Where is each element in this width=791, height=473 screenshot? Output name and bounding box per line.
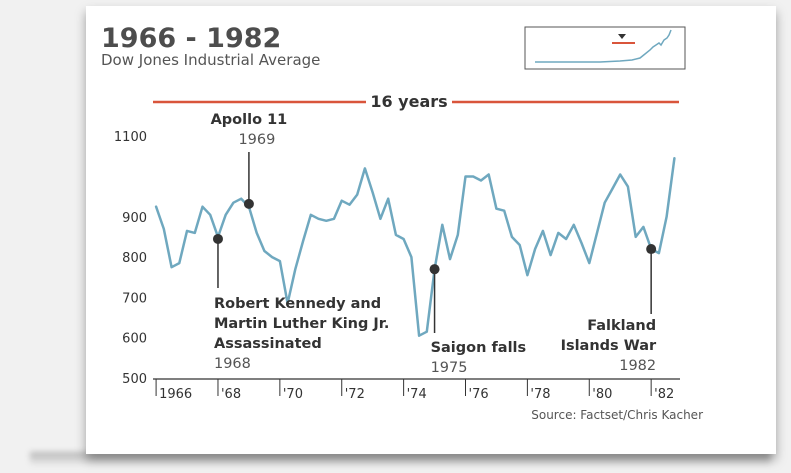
y-tick-label: 700 — [122, 291, 147, 306]
annotation-year: 1975 — [431, 360, 468, 376]
y-tick-label: 900 — [122, 211, 147, 226]
series-layer — [154, 157, 676, 337]
annotation-title: Assassinated — [214, 336, 322, 352]
annotation-marker — [429, 264, 440, 275]
annotation-marker — [646, 244, 657, 255]
x-tick-label: '68 — [221, 387, 241, 402]
source-label: Source: Factset/Chris Kacher — [531, 408, 703, 422]
annotation-marker — [243, 198, 254, 209]
y-axis: 500 600 700 800 900 1100 — [114, 130, 147, 387]
x-tick-label: '82 — [654, 387, 674, 402]
x-axis: 1966 '68 '70 '72 '74 '76 '78 '80 '82 — [153, 378, 680, 402]
annotation-title: Islands War — [561, 338, 657, 354]
y-tick-label: 600 — [122, 332, 147, 347]
annotation-title: Martin Luther King Jr. — [214, 316, 389, 332]
thumbnail-inset — [524, 26, 686, 70]
series-line-0 — [154, 157, 676, 337]
thumbnail-line — [535, 29, 672, 63]
x-tick-label: '72 — [345, 387, 365, 402]
annotation-1969: Apollo 11 1969 — [211, 112, 288, 209]
annotation-1968: Robert Kennedy and Martin Luther King Jr.… — [212, 233, 389, 372]
annotation-title: Saigon falls — [431, 340, 527, 356]
annotation-title: Robert Kennedy and — [214, 296, 381, 312]
annotation-layer: Robert Kennedy and Martin Luther King Jr.… — [211, 112, 657, 376]
y-tick-label: 800 — [122, 251, 147, 266]
annotation-year: 1969 — [238, 132, 275, 148]
y-tick-label: 500 — [122, 372, 147, 387]
thumbnail-pointer-icon — [618, 34, 626, 39]
annotation-title: Apollo 11 — [211, 112, 288, 128]
x-tick-label: '76 — [469, 387, 489, 402]
annotation-title: Falkland — [587, 318, 656, 334]
x-tick-label: '70 — [283, 387, 303, 402]
annotation-1982: Falkland Islands War 1982 — [561, 244, 657, 374]
x-tick-label: '80 — [592, 387, 612, 402]
annotation-1975: Saigon falls 1975 — [429, 264, 527, 376]
chart-title: 1966 - 1982 — [101, 23, 281, 54]
period-label: 16 years — [370, 92, 447, 111]
y-tick-label: 1100 — [114, 130, 147, 145]
annotation-year: 1968 — [214, 356, 251, 372]
x-tick-label: '78 — [530, 387, 550, 402]
annotation-year: 1982 — [619, 358, 656, 374]
annotation-marker — [212, 233, 223, 244]
card-shadow — [30, 452, 770, 466]
x-tick-label: 1966 — [159, 387, 192, 402]
x-tick-label: '74 — [407, 387, 427, 402]
chart-subtitle: Dow Jones Industrial Average — [101, 51, 320, 69]
